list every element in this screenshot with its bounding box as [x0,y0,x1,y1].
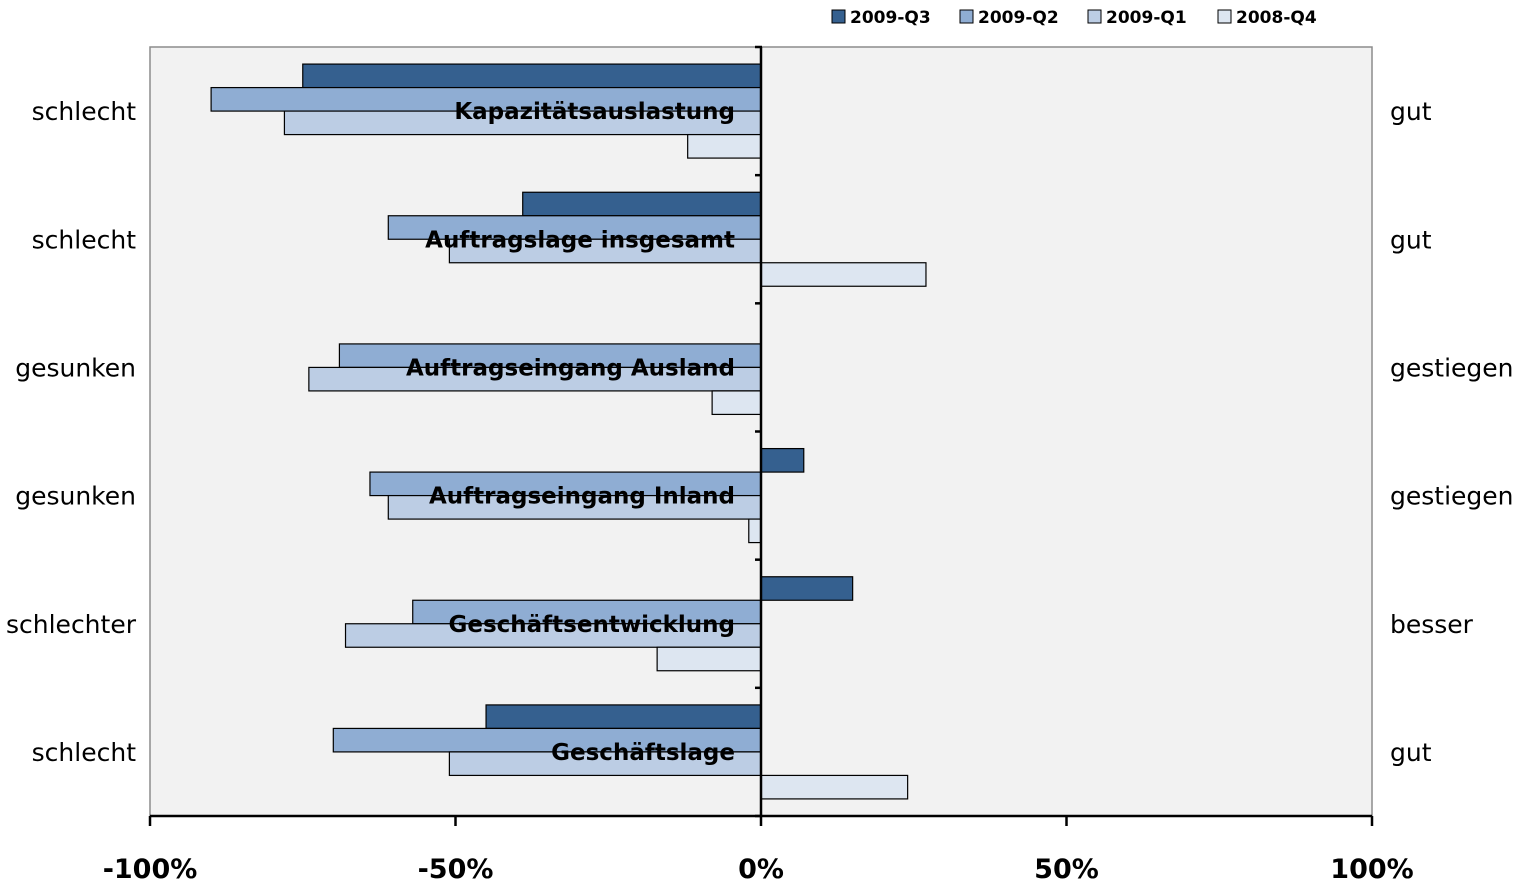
right-scale-label: gut [1390,738,1432,767]
category-labels: Kapazitätsauslastung Auftragslage insgesa… [406,99,735,766]
side-labels: schlecht gut schlecht gut gesunken gestiegen g… [6,97,1514,767]
bar-2009-Q3-0 [302,63,762,89]
category-label: Kapazitätsauslastung [454,99,735,125]
category-label: Geschäftsentwicklung [448,612,735,638]
left-scale-label: gesunken [15,353,136,382]
x-tick-label: 50% [1034,854,1099,885]
category-label: Auftragseingang Inland [429,484,735,510]
left-scale-label: schlechter [6,610,137,639]
left-scale-label: schlecht [32,97,137,126]
bar-2009-Q3-4 [760,576,854,601]
legend-label: 2009-Q1 [1106,8,1187,28]
legend: 2009-Q3 2009-Q2 2009-Q1 2008-Q4 [831,8,1317,28]
legend-swatch [831,9,846,24]
legend-swatch [1087,9,1102,24]
legend-swatch [959,9,974,24]
category-label: Auftragseingang Ausland [406,355,735,381]
x-tick-label: -100% [103,854,198,885]
right-scale-label: gestiegen [1390,482,1514,511]
right-scale-label: besser [1390,610,1474,639]
x-axis: -100% -50% 0% 50% 100% [103,814,1414,885]
bar-2008-Q4-1 [760,262,927,287]
bar-2009-Q3-5 [485,704,762,730]
legend-swatch [1217,9,1232,24]
legend-label: 2008-Q4 [1236,8,1317,28]
right-scale-label: gestiegen [1390,353,1514,382]
bar-2008-Q4-2 [711,390,762,416]
right-scale-label: gut [1390,97,1432,126]
bar-2008-Q4-5 [760,774,909,800]
right-scale-label: gut [1390,225,1432,254]
bar-2009-Q3-3 [760,447,805,473]
bar-2008-Q4-0 [687,133,762,159]
left-scale-label: schlecht [32,225,137,254]
left-scale-label: gesunken [15,482,136,511]
x-tick-label: 0% [738,854,784,885]
category-label: Geschäftslage [551,740,735,766]
bar-2009-Q3-1 [522,191,762,217]
legend-label: 2009-Q3 [850,8,931,28]
left-scale-label: schlecht [32,738,137,767]
bar-2008-Q4-4 [656,646,762,672]
x-tick-label: 100% [1330,854,1413,885]
category-label: Auftragslage insgesamt [425,227,735,253]
x-tick-label: -50% [418,854,494,885]
legend-label: 2009-Q2 [978,8,1059,28]
bar-2008-Q4-3 [748,518,762,544]
